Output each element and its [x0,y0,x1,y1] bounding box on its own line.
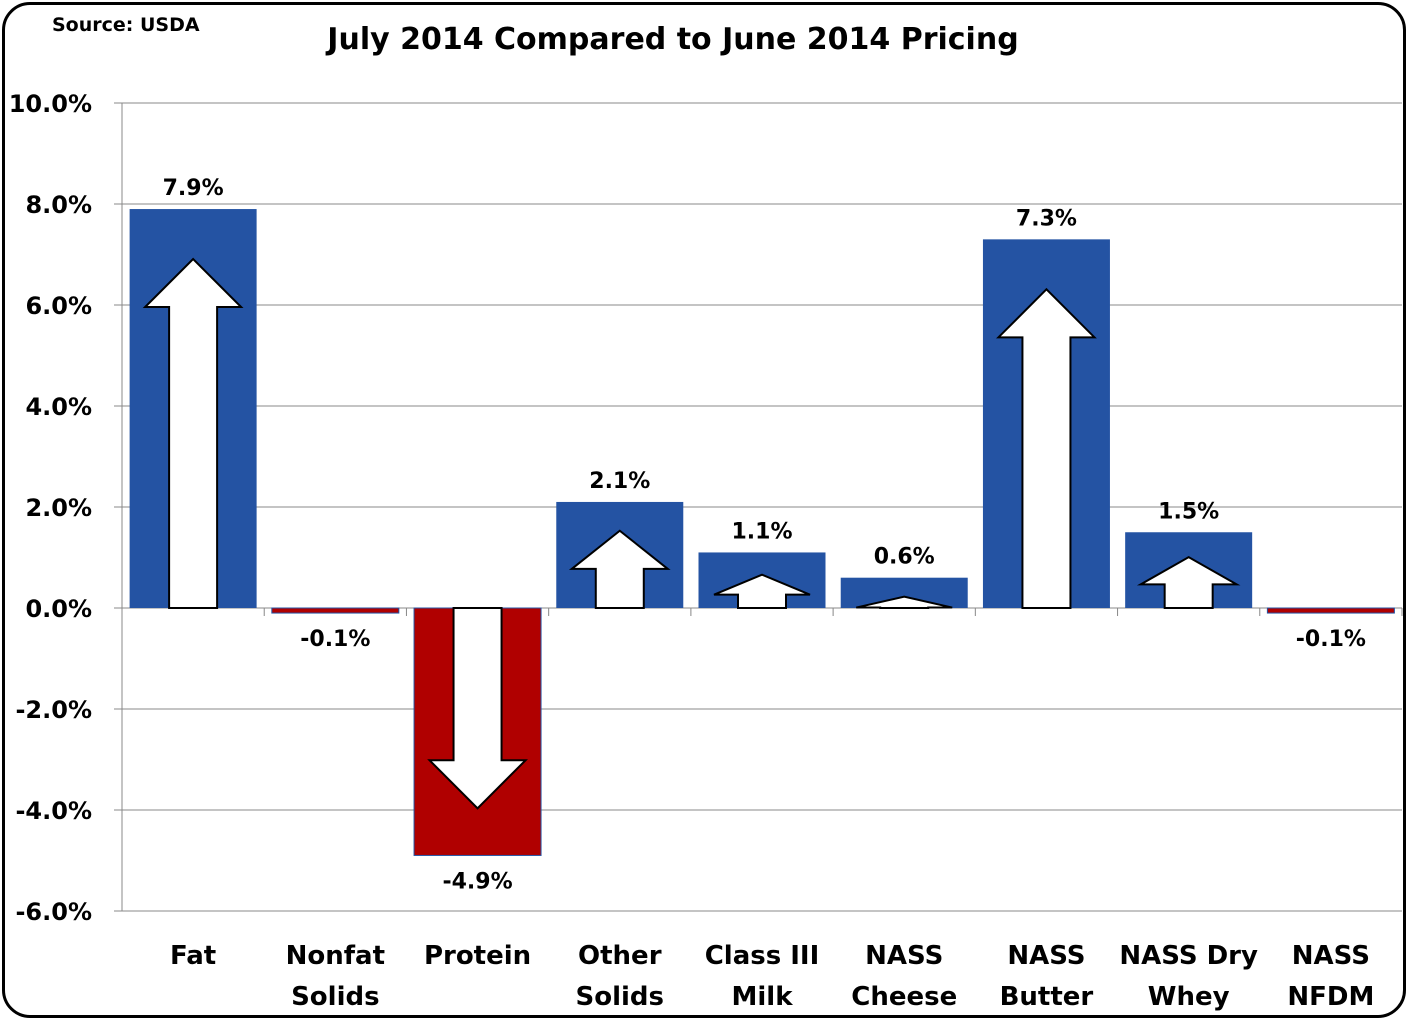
y-tick-label: -6.0% [15,898,92,926]
data-label: 2.1% [589,469,650,494]
up-arrow-icon [856,595,953,609]
data-label: 0.6% [874,545,935,570]
x-category-label: Whey [1148,982,1230,1012]
y-tick-label: 4.0% [25,393,92,421]
y-tick-label: 8.0% [25,191,92,219]
x-category-label: NASS [1292,941,1370,971]
y-tick-label: 2.0% [25,494,92,522]
y-tick-label: -2.0% [15,696,92,724]
x-category-label: Other [578,941,662,971]
y-tick-label: 6.0% [25,292,92,320]
x-category-label: NASS [865,941,943,971]
x-category-label: Solids [291,982,380,1012]
data-label: 1.1% [731,519,792,544]
up-arrow-icon [142,257,244,609]
y-tick-label: -4.0% [15,797,92,825]
x-category-label: NASS [1007,941,1085,971]
x-category-label: Protein [424,941,531,971]
up-arrow-icon [713,573,811,609]
x-category-label: Milk [732,982,794,1012]
data-label: -4.9% [442,869,512,894]
data-label: -0.1% [1296,627,1366,652]
bar [1266,607,1395,614]
up-arrow-icon [996,287,1097,609]
x-category-label: Nonfat [286,941,385,971]
x-category-label: NASS Dry [1119,941,1258,971]
data-label: 1.5% [1158,499,1219,524]
y-tick-label: 0.0% [25,595,92,623]
bar [271,607,400,614]
up-arrow-icon [1136,555,1241,609]
x-category-label: Class III [705,941,820,971]
x-category-label: NFDM [1287,982,1374,1012]
data-label: 7.3% [1016,206,1077,231]
y-tick-label: 10.0% [9,90,92,118]
x-category-label: Cheese [851,982,957,1012]
up-arrow-icon [568,529,671,609]
x-category-label: Fat [170,941,216,971]
data-label: 7.9% [163,176,224,201]
x-category-label: Butter [1000,982,1094,1012]
source-label: Source: USDA [52,14,200,36]
down-arrow-icon [427,607,528,810]
chart-title: July 2014 Compared to June 2014 Pricing [327,22,1019,57]
data-label: -0.1% [300,627,370,652]
x-category-label: Solids [576,982,665,1012]
